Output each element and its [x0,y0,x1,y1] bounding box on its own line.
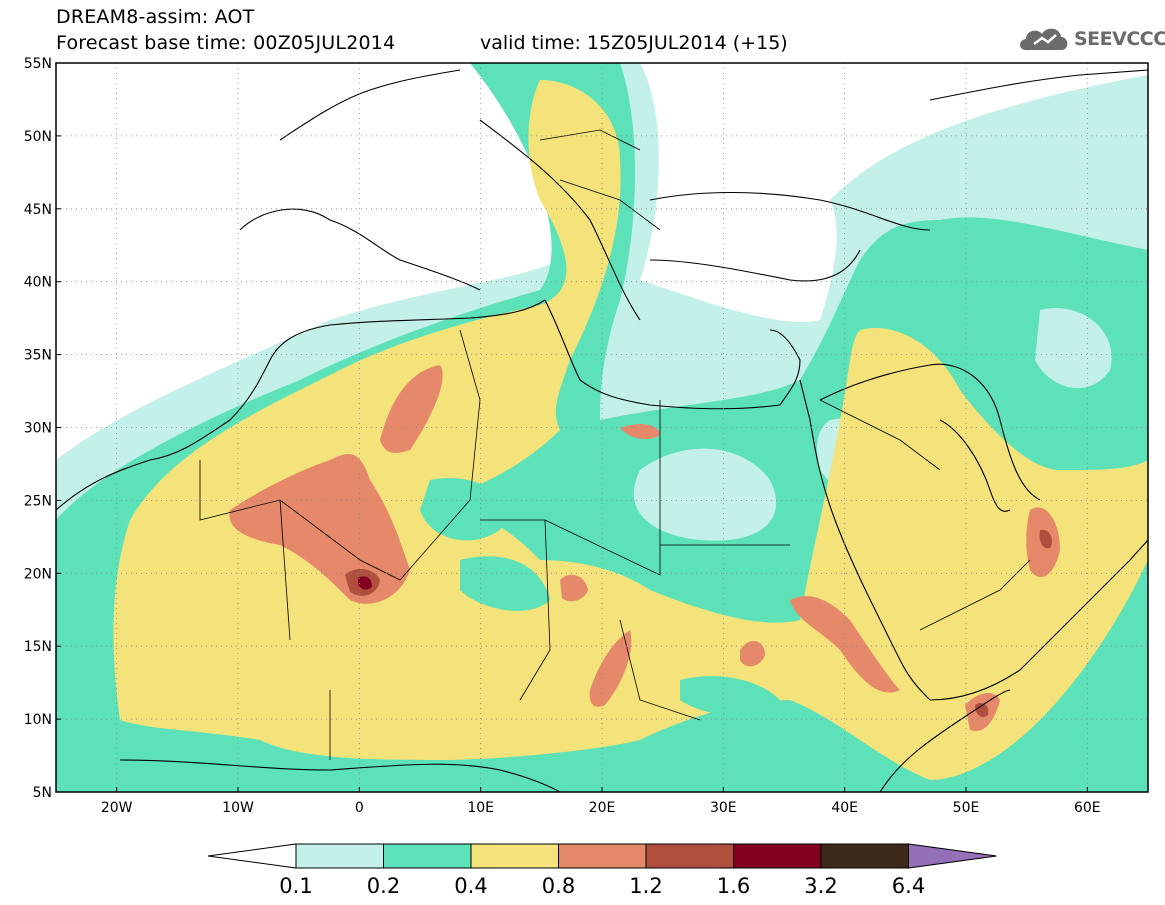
aot-band-0.8-patch [589,630,632,707]
colorbar-segment [820,843,909,869]
lat-label: 50N [24,129,52,145]
lat-label: 45N [24,202,52,218]
colorbar-label: 0.8 [542,874,575,898]
lon-label: 10E [467,800,494,816]
lon-label: 60E [1074,800,1101,816]
aot-band-0.1-patch [1035,308,1112,389]
aot-band-0.2-patch [420,478,506,541]
colorbar-segment [470,843,559,869]
lat-label: 15N [24,639,52,655]
graticule [56,63,1148,792]
latitude-axis: 55N 50N 45N 40N 35N 30N 25N 20N 15N 10N 5N [24,56,61,801]
lon-label: 10W [222,800,254,816]
lon-label: 50E [953,800,980,816]
colorbar-segment [645,843,734,869]
aot-band-0.8-patch [380,365,443,453]
lat-label: 25N [24,493,52,509]
aot-band-1.2-patch [975,703,989,717]
colorbar-label: 0.4 [454,874,487,898]
colorbar-segment [295,843,384,869]
forecast-base-time: Forecast base time: 00Z05JUL2014 [56,32,396,54]
colorbar-segment [733,843,822,869]
colorbar-under-arrow [207,843,297,869]
lon-label: 30E [710,800,737,816]
colorbar-label: 3.2 [804,874,837,898]
lat-label: 30N [24,421,52,437]
cloud-icon [1020,28,1068,50]
lat-label: 55N [24,56,52,72]
aot-band-0.2-patch [680,676,780,715]
aot-band-0.2-patch [460,556,550,611]
aot-band-0.8-patch [620,424,660,440]
lat-label: 35N [24,348,52,364]
colorbar-segment [383,843,472,869]
aot-band-0.8-patch [740,640,765,667]
borders [199,129,1031,760]
colorbar-label: 0.2 [367,874,400,898]
aot-band-1.6-patch [358,576,372,590]
colorbar-label: 1.6 [717,874,750,898]
aot-band-0.8-patch [560,574,588,602]
colorbar-segment [558,843,647,869]
aot-band-0.8 [229,454,410,604]
lon-label: 20W [101,800,133,816]
seevccc-logo: SEEVCCC [1016,22,1165,58]
lat-label: 20N [24,566,52,582]
lat-label: 5N [33,785,52,801]
lon-label: 20E [589,800,616,816]
lat-label: 10N [24,712,52,728]
product-title: DREAM8-assim: AOT [56,6,255,28]
colorbar-label: 0.1 [279,874,312,898]
aot-band-0.8-patch [790,596,900,693]
logo-text: SEEVCCC [1074,28,1165,50]
colorbar-over-arrow [908,843,997,869]
colorbar-label: 1.2 [629,874,662,898]
coastlines [56,69,1148,792]
lat-label: 40N [24,275,52,291]
aot-band-0.4 [113,80,1148,780]
valid-time: valid time: 15Z05JUL2014 (+15) [480,32,788,54]
longitude-axis: 20W 10W 0 10E 20E 30E 40E 50E 60E [101,787,1101,816]
aot-band-0.1-patch [633,448,777,541]
colorbar-label: 6.4 [892,874,925,898]
aot-band-1.2-patch [1039,529,1052,549]
lon-label: 40E [831,800,858,816]
lon-label: 0 [355,800,364,816]
colorbar: 0.1 0.2 0.4 0.8 1.2 1.6 3.2 6.4 [207,843,997,898]
